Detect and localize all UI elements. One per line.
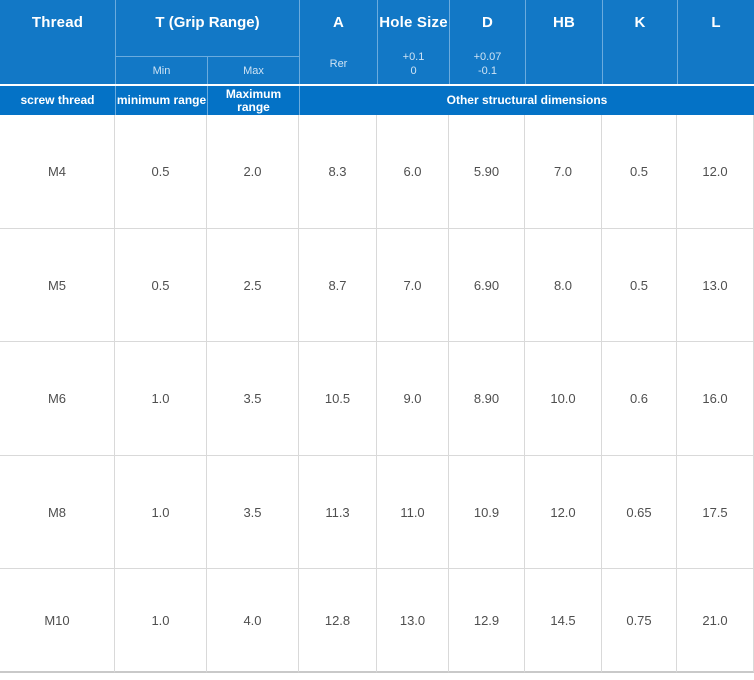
table-cell: 8.3 (299, 115, 377, 229)
table-cell: 12.9 (449, 569, 525, 673)
table-cell: 12.8 (299, 569, 377, 673)
table-subheader: screw thread minimum range Maximum range… (0, 86, 754, 115)
table-cell: 0.6 (602, 342, 677, 456)
table-cell: 9.0 (377, 342, 449, 456)
table-cell: 12.0 (525, 456, 602, 569)
col-header-hole-size: Hole Size +0.1 0 (377, 0, 449, 84)
hb-label: HB (552, 13, 576, 31)
table-cell: 1.0 (115, 569, 207, 673)
d-tolerance-lower: -0.1 (478, 65, 497, 77)
hb-sub-empty (526, 44, 602, 84)
table-body: M4 0.5 2.0 8.3 6.0 5.90 7.0 0.5 12.0 M5 … (0, 115, 754, 673)
hole-size-tolerance: +0.1 0 (378, 44, 449, 84)
k-sub-empty (603, 44, 677, 84)
table-cell: 0.5 (115, 229, 207, 342)
table-cell: 2.0 (207, 115, 299, 229)
col-header-d: D +0.07 -0.1 (449, 0, 525, 84)
subheader-other-dimensions: Other structural dimensions (299, 86, 754, 115)
col-header-grip-range: T (Grip Range) Min Max (115, 0, 299, 84)
table-cell: 0.75 (602, 569, 677, 673)
table-cell: 14.5 (525, 569, 602, 673)
table-cell: 12.0 (677, 115, 754, 229)
col-header-k: K (602, 0, 677, 84)
row-label-m6: M6 (0, 342, 115, 456)
row-label-m10: M10 (0, 569, 115, 673)
table-cell: 8.90 (449, 342, 525, 456)
table-cell: 10.5 (299, 342, 377, 456)
table-cell: 11.0 (377, 456, 449, 569)
grip-range-label: T (Grip Range) (116, 0, 299, 57)
table-cell: 11.3 (299, 456, 377, 569)
col-header-thread: Thread (0, 0, 115, 84)
hole-tolerance-lower: 0 (410, 65, 417, 77)
d-label: D (481, 13, 494, 31)
row-label-m8: M8 (0, 456, 115, 569)
a-sub-label: Rer (329, 58, 348, 70)
table-header: Thread T (Grip Range) Min Max A Rer Hole… (0, 0, 754, 86)
table-cell: 6.0 (377, 115, 449, 229)
table-cell: 3.5 (207, 342, 299, 456)
d-tolerance-upper: +0.07 (473, 51, 502, 63)
hole-size-label: Hole Size (379, 13, 448, 31)
table-cell: 13.0 (677, 229, 754, 342)
subheader-minimum-range: minimum range (115, 86, 207, 115)
a-label: A (332, 13, 345, 31)
table-cell: 1.0 (115, 456, 207, 569)
d-tolerance: +0.07 -0.1 (450, 44, 525, 84)
table-cell: 10.0 (525, 342, 602, 456)
table-cell: 6.90 (449, 229, 525, 342)
thread-sub-empty (0, 44, 115, 84)
table-cell: 0.5 (115, 115, 207, 229)
subheader-maximum-range: Maximum range (207, 86, 299, 115)
table-cell: 5.90 (449, 115, 525, 229)
col-header-a: A Rer (299, 0, 377, 84)
table-cell: 21.0 (677, 569, 754, 673)
table-cell: 17.5 (677, 456, 754, 569)
subheader-screw-thread: screw thread (20, 93, 95, 107)
hole-tolerance-upper: +0.1 (402, 51, 425, 63)
table-cell: 1.0 (115, 342, 207, 456)
table-cell: 16.0 (677, 342, 754, 456)
table-cell: 0.5 (602, 229, 677, 342)
grip-range-subrow: Min Max (116, 57, 299, 84)
table-cell: 8.7 (299, 229, 377, 342)
table-cell: 13.0 (377, 569, 449, 673)
col-header-max: Max (207, 57, 299, 84)
table-cell: 8.0 (525, 229, 602, 342)
row-label-m5: M5 (0, 229, 115, 342)
k-label: K (634, 13, 646, 31)
table-cell: 0.5 (602, 115, 677, 229)
table-cell: 3.5 (207, 456, 299, 569)
col-header-hb: HB (525, 0, 602, 84)
table-cell: 4.0 (207, 569, 299, 673)
col-header-min: Min (152, 64, 171, 77)
l-label: L (711, 13, 721, 31)
row-label-m4: M4 (0, 115, 115, 229)
table-cell: 0.65 (602, 456, 677, 569)
table-cell: 7.0 (377, 229, 449, 342)
thread-label: Thread (31, 13, 84, 31)
col-header-l: L (677, 0, 754, 84)
l-sub-empty (678, 44, 754, 84)
table-cell: 10.9 (449, 456, 525, 569)
table-cell: 2.5 (207, 229, 299, 342)
table-cell: 7.0 (525, 115, 602, 229)
